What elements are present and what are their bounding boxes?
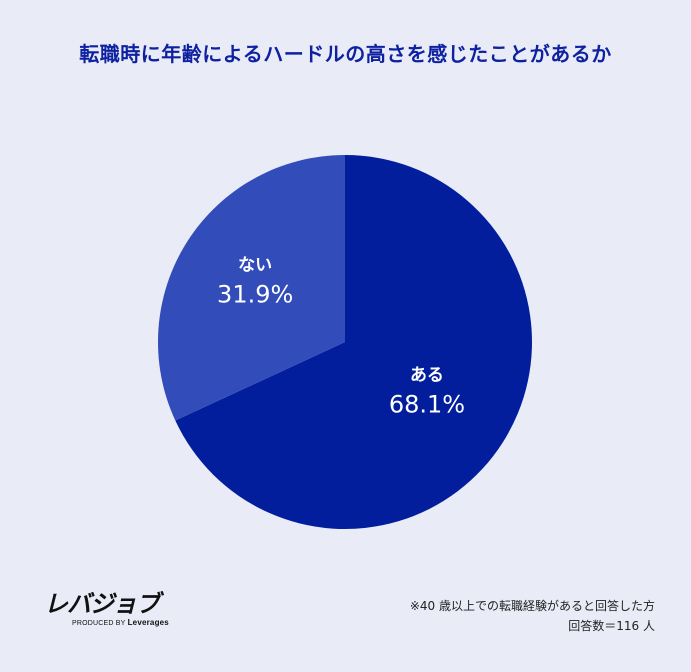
logo-tagline-brand: Leverages — [127, 618, 169, 627]
pie-slices — [158, 155, 533, 529]
logo-tagline-prefix: PRODUCED BY — [72, 620, 126, 627]
pie-labels: ある 68.1% ない 31.9% — [217, 256, 465, 419]
slice-value-yes: 68.1% — [389, 390, 465, 418]
brand-logo: レバジョブ PRODUCED BY Leverages — [44, 590, 174, 627]
slice-label-no: ない — [238, 256, 272, 276]
pie-slice-no — [158, 155, 345, 421]
footnote-condition: ※40 歳以上での転職経験があると回答した方 — [409, 599, 655, 613]
chart-title: 転職時に年齢によるハードルの高さを感じたことがあるか — [79, 42, 612, 66]
logo-tagline: PRODUCED BY Leverages — [72, 618, 174, 627]
pie-slice-yes — [175, 155, 533, 529]
logo-wordmark: レバジョブ — [44, 590, 160, 618]
slice-value-no: 31.9% — [217, 281, 293, 309]
footnote-count: 回答数＝116 人 — [568, 619, 655, 633]
footnote: ※40 歳以上での転職経験があると回答した方 回答数＝116 人 — [410, 596, 655, 636]
slice-label-yes: ある — [410, 365, 444, 385]
